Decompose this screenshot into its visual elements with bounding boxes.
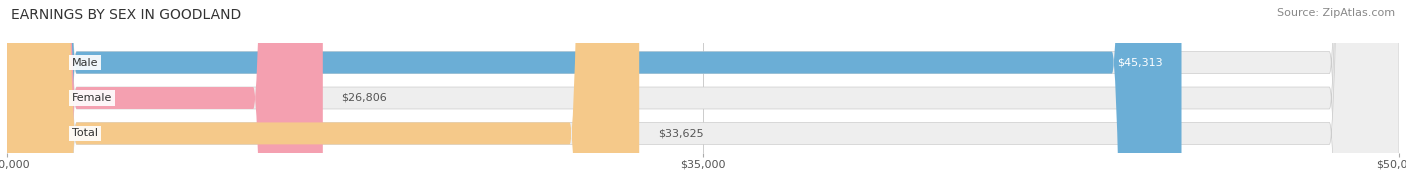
Text: Female: Female bbox=[72, 93, 112, 103]
Text: Male: Male bbox=[72, 58, 98, 68]
FancyBboxPatch shape bbox=[7, 0, 1399, 196]
Text: $33,625: $33,625 bbox=[658, 128, 703, 138]
Text: $45,313: $45,313 bbox=[1118, 58, 1163, 68]
Text: Total: Total bbox=[72, 128, 98, 138]
Text: EARNINGS BY SEX IN GOODLAND: EARNINGS BY SEX IN GOODLAND bbox=[11, 8, 242, 22]
FancyBboxPatch shape bbox=[7, 0, 323, 196]
FancyBboxPatch shape bbox=[7, 0, 640, 196]
Text: Source: ZipAtlas.com: Source: ZipAtlas.com bbox=[1277, 8, 1395, 18]
FancyBboxPatch shape bbox=[7, 0, 1181, 196]
Text: $26,806: $26,806 bbox=[342, 93, 387, 103]
FancyBboxPatch shape bbox=[7, 0, 1399, 196]
FancyBboxPatch shape bbox=[7, 0, 1399, 196]
